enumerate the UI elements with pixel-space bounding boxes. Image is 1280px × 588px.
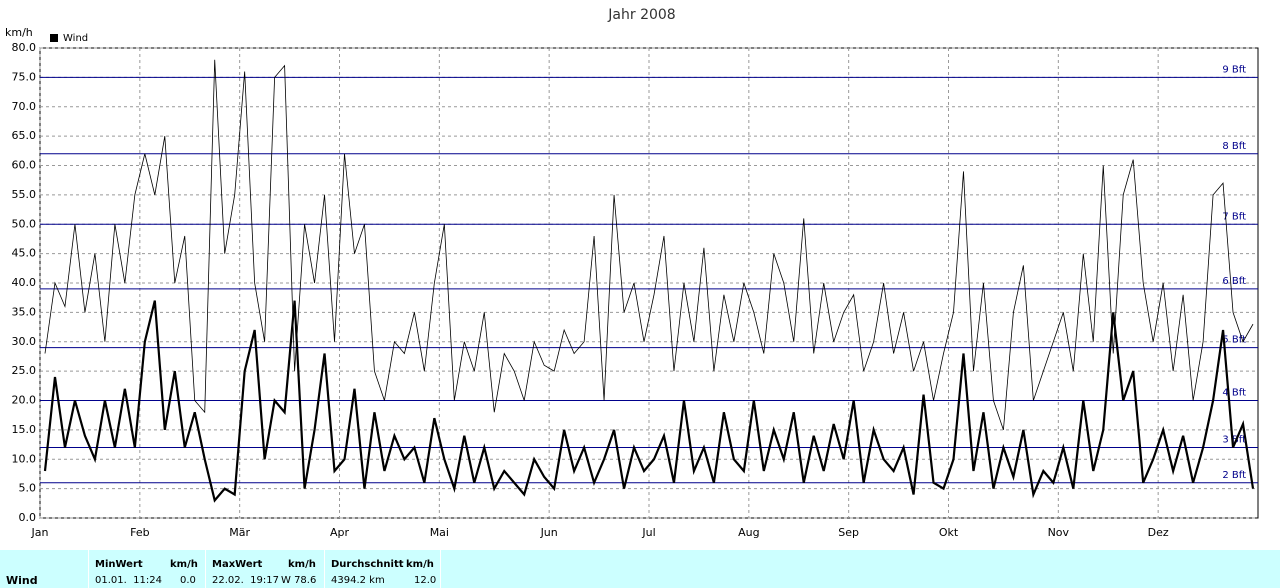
y-tick-label: 10.0	[12, 452, 37, 465]
data-line	[44, 59, 1254, 431]
row-label: Wind	[6, 574, 38, 587]
chart: Jahr 2008 km/h 0.0 5.0 10.0 15.0 20.0 25.0 30.…	[5, 7, 1259, 539]
col-header: MaxWert	[212, 559, 263, 570]
bft-label: 4 Bft	[1222, 388, 1246, 399]
x-tick-label: Jan	[31, 526, 49, 539]
x-tick-label: Mär	[229, 526, 250, 539]
y-tick-label: 45.0	[12, 247, 37, 260]
cell: 0.0	[180, 575, 196, 586]
cell: 4394.2 km	[331, 575, 385, 586]
cell: 01.01. 11:24	[95, 575, 162, 586]
y-tick-label: 55.0	[12, 188, 37, 201]
separator	[440, 550, 441, 588]
x-tick-label: Jul	[641, 526, 655, 539]
y-tick-label: 15.0	[12, 423, 37, 436]
x-tick-label: Dez	[1148, 526, 1169, 539]
bft-label: 3 Bft	[1222, 435, 1246, 446]
separator	[324, 550, 325, 588]
y-tick-label: 25.0	[12, 364, 37, 377]
y-unit: km/h	[5, 26, 33, 39]
y-tick-label: 60.0	[12, 159, 37, 172]
bft-label: 6 Bft	[1222, 276, 1246, 287]
y-tick-label: 40.0	[12, 276, 37, 289]
bft-label: 7 Bft	[1222, 211, 1246, 222]
cell: 22.02. 19:17	[212, 575, 279, 586]
y-tick-label: 35.0	[12, 305, 37, 318]
y-tick-label: 65.0	[12, 129, 37, 142]
chart-title: Jahr 2008	[607, 7, 675, 23]
x-tick-label: Okt	[939, 526, 959, 539]
legend-swatch	[50, 34, 58, 42]
y-tick-label: 50.0	[12, 217, 37, 230]
y-tick-label: 75.0	[12, 70, 37, 83]
x-tick-label: Nov	[1048, 526, 1070, 539]
y-tick-label: 20.0	[12, 394, 37, 407]
y-tick-label: 70.0	[12, 100, 37, 113]
separator	[88, 550, 89, 588]
col-unit: km/h	[288, 559, 316, 570]
x-tick-label: Mai	[430, 526, 449, 539]
bft-label: 8 Bft	[1222, 141, 1246, 152]
separator	[205, 550, 206, 588]
col-unit: km/h	[170, 559, 198, 570]
col-unit: km/h	[406, 559, 434, 570]
bft-label: 5 Bft	[1222, 335, 1246, 346]
data-line	[43, 300, 1255, 503]
x-tick-label: Jun	[540, 526, 558, 539]
x-tick-label: Aug	[738, 526, 759, 539]
x-tick-label: Feb	[130, 526, 149, 539]
cell: 12.0	[414, 575, 437, 586]
cell: W 78.6	[281, 575, 317, 586]
col-header: MinWert	[95, 559, 143, 570]
y-tick-label: 5.0	[19, 482, 37, 495]
y-tick-label: 0.0	[19, 511, 37, 524]
x-tick-label: Sep	[838, 526, 859, 539]
y-tick-label: 30.0	[12, 335, 37, 348]
col-header: Durchschnitt	[331, 559, 404, 570]
x-tick-label: Apr	[330, 526, 350, 539]
summary-table: Wind MinWert km/h 01.01. 11:24 0.0 MaxWe…	[0, 550, 1280, 588]
legend-label: Wind	[63, 33, 88, 44]
y-tick-label: 80.0	[12, 41, 37, 54]
bft-label: 2 Bft	[1222, 470, 1246, 481]
bft-label: 9 Bft	[1222, 64, 1246, 75]
